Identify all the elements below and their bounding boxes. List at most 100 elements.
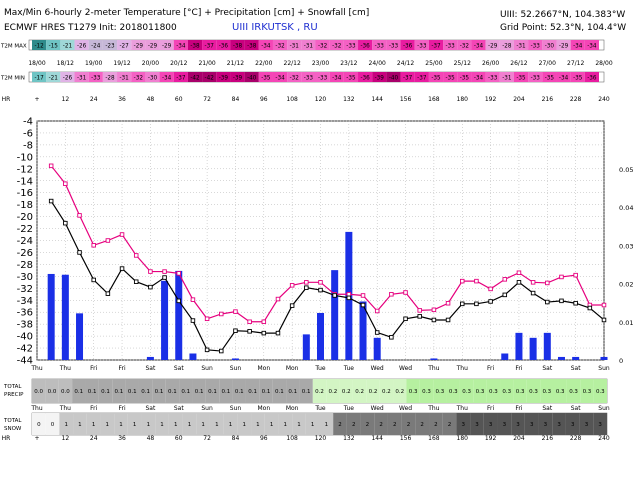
total-precip-cell <box>459 379 474 403</box>
day-label-top: Sat <box>542 365 552 372</box>
hour-label: 132 <box>343 96 355 103</box>
total-precip-cell <box>500 379 514 403</box>
min-temp-point <box>601 317 607 323</box>
t2m-max-value: -31 <box>516 44 526 50</box>
max-temp-point <box>91 243 96 248</box>
min-temp-point <box>91 277 96 283</box>
day-label-top: Tue <box>343 365 355 372</box>
t2m-min-cell <box>187 72 203 82</box>
t2m-max-value: -38 <box>247 44 257 50</box>
min-temp-point <box>275 330 281 336</box>
precip-bar <box>161 280 169 360</box>
t2m-min-value: -37 <box>176 76 186 82</box>
t2m-max-cell <box>88 40 103 50</box>
day-label-top: Fri <box>118 365 125 372</box>
date-label: 18/00 <box>28 60 45 67</box>
total-precip-value: 0.1 <box>74 389 83 395</box>
hour-label-bottom: 192 <box>485 435 497 442</box>
total-snow-value: 1 <box>201 422 205 428</box>
day-label-bottom: Mon <box>257 405 270 412</box>
total-snow-value: 1 <box>64 422 68 428</box>
hour-label: + <box>34 96 39 103</box>
hour-label-bottom: 216 <box>542 435 554 442</box>
t2m-min-cell <box>145 72 160 82</box>
total-snow-value: 2 <box>393 422 397 428</box>
precip-bar <box>501 353 509 360</box>
t2m-min-cell <box>443 72 458 82</box>
t2m-min-value: -39 <box>219 76 229 82</box>
total-snow-value: 3 <box>557 422 561 428</box>
t2m-max-cell <box>102 40 118 50</box>
total-snow-cell <box>237 413 252 435</box>
hour-label: 216 <box>542 96 554 103</box>
min-temp-point <box>233 328 238 333</box>
total-precip-cell <box>379 379 394 403</box>
hour-label: 84 <box>232 96 240 103</box>
total-precip-cell <box>299 379 313 403</box>
total-snow-value: 1 <box>92 422 96 428</box>
total-snow-cell <box>346 413 361 435</box>
y-tick-label: -42 <box>17 344 33 355</box>
hour-label: 36 <box>118 96 126 103</box>
max-temp-point <box>119 232 125 237</box>
total-precip-value: 0.3 <box>489 389 498 395</box>
total-precip-cell <box>259 379 273 403</box>
t2m-min-cell <box>173 72 188 82</box>
day-label-top: Thu <box>427 365 439 372</box>
y-tick-label: -8 <box>23 140 33 151</box>
t2m-max-cell <box>414 40 429 50</box>
t2m-max-value: -29 <box>488 44 498 50</box>
min-temp-line <box>50 200 605 352</box>
total-precip-value: 0.3 <box>556 389 565 395</box>
total-snow-value: 2 <box>448 422 452 428</box>
total-snow-cell <box>511 413 525 435</box>
t2m-max-value: -34 <box>573 44 583 50</box>
t2m-min-cell <box>60 72 75 82</box>
total-snow-value: 1 <box>215 422 219 428</box>
t2m-max-value: -32 <box>332 44 342 50</box>
hour-label: 180 <box>457 96 469 103</box>
t2m-max-value: -33 <box>389 44 399 50</box>
t2m-min-value: -28 <box>105 76 115 82</box>
hour-label-bottom: 24 <box>90 435 98 442</box>
hour-label-bottom: 60 <box>175 435 183 442</box>
t2m-max-value: -37 <box>431 44 441 50</box>
meteogram-chart: T2M MAX -12 -15 -21 -26 -24 -23 -27 -29 -29 -29 -34… <box>0 39 633 442</box>
total-precip-value: 0.1 <box>302 389 311 395</box>
total-snow-cell <box>292 413 306 435</box>
min-temp-point <box>133 279 139 284</box>
t2m-min-value: -34 <box>162 76 172 82</box>
t2m-min-value: -30 <box>148 76 158 82</box>
hour-label: 204 <box>513 96 525 103</box>
hour-label-bottom: 240 <box>598 435 610 442</box>
day-label-top: Sun <box>598 365 610 372</box>
total-snow-value: 1 <box>256 422 260 428</box>
day-label-bottom: Sat <box>542 405 552 412</box>
y2-tick-label: 0.01 <box>619 319 633 327</box>
t2m-max-value: -32 <box>460 44 470 50</box>
t2m-max-cell <box>471 40 486 50</box>
total-snow-cell <box>456 413 471 435</box>
total-precip-cell <box>245 379 260 403</box>
day-label-bottom: Fri <box>515 405 522 412</box>
y-tick-label: -24 <box>17 236 33 247</box>
t2m-max-value: -38 <box>190 44 200 50</box>
hour-label-bottom: 204 <box>513 435 525 442</box>
total-precip-cell <box>526 379 541 403</box>
total-precip-value: 0.3 <box>449 389 458 395</box>
precip-bar <box>572 356 580 360</box>
t2m-min-cell <box>88 72 103 82</box>
t2m-max-cell <box>513 40 529 50</box>
t2m-min-cell <box>32 72 47 82</box>
max-temp-point <box>162 269 167 274</box>
total-precip-value: 0.2 <box>328 389 337 395</box>
total-snow-value: 2 <box>338 422 342 428</box>
total-snow-value: 2 <box>379 422 383 428</box>
total-precip-cell <box>580 379 594 403</box>
total-snow-cell <box>59 413 74 435</box>
total-precip-cell <box>286 379 300 403</box>
total-precip-cell <box>406 379 420 403</box>
total-snow-cell <box>429 413 443 435</box>
t2m-max-cell <box>244 40 259 50</box>
min-temp-point <box>573 300 578 306</box>
